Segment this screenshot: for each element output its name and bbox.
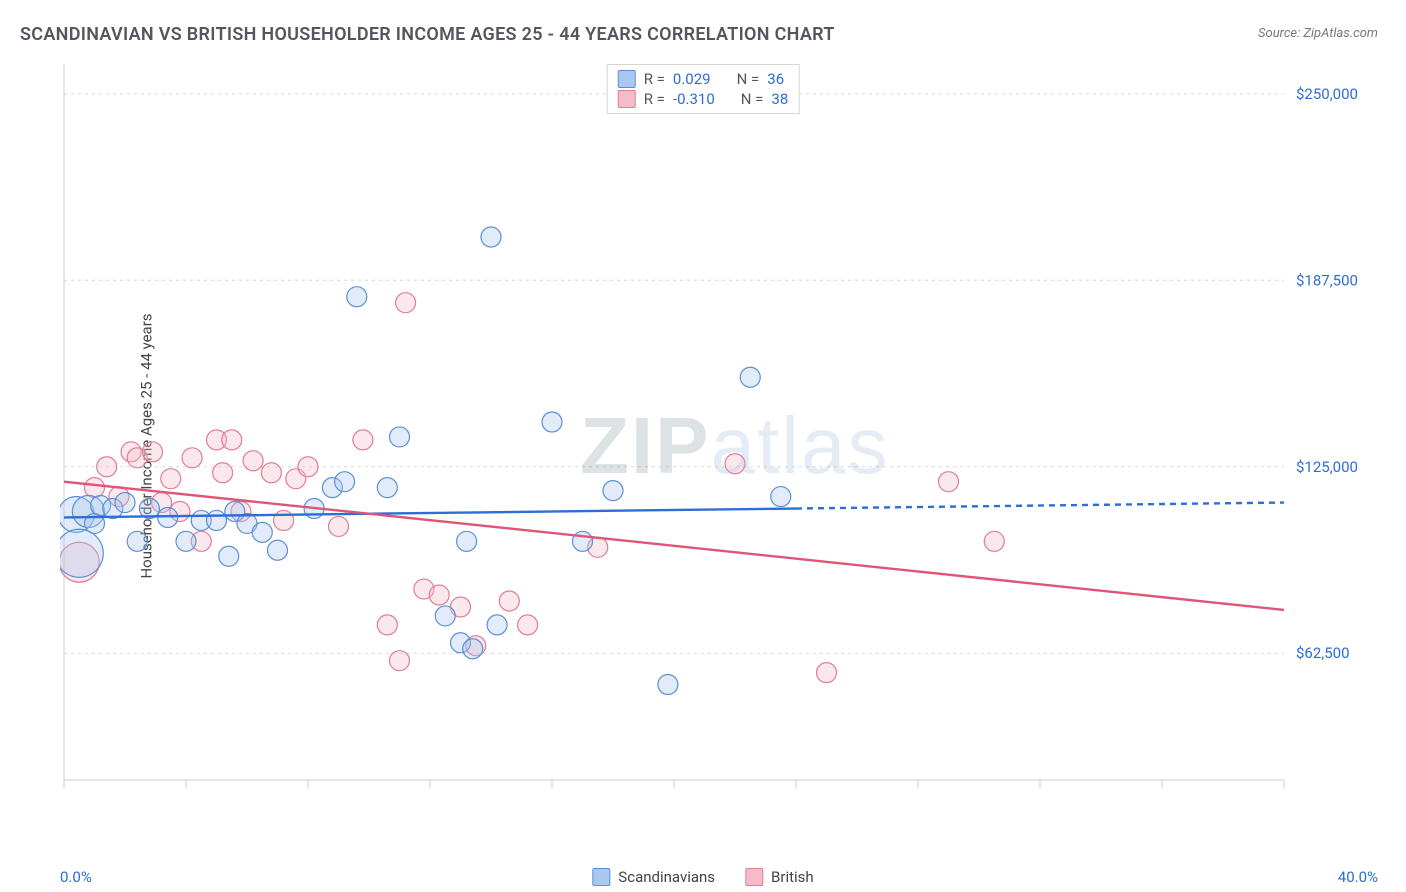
scatter-point-british	[518, 615, 538, 635]
swatch-british	[618, 90, 636, 108]
scatter-point-scandinavians	[60, 529, 103, 577]
scatter-point-british	[329, 516, 349, 536]
scatter-point-scandinavians	[457, 531, 477, 551]
legend-label-scandinavians: Scandinavians	[618, 868, 715, 886]
x-axis-min: 0.0%	[60, 868, 92, 886]
scatter-point-british	[377, 615, 397, 635]
scatter-point-british	[243, 451, 263, 471]
scatter-point-british	[984, 531, 1004, 551]
scatter-point-british	[396, 293, 416, 313]
scatter-point-british	[85, 478, 105, 498]
scatter-point-british	[353, 430, 373, 450]
n-value-british: 38	[771, 90, 788, 108]
scatter-point-scandinavians	[603, 481, 623, 501]
n-label: N =	[741, 90, 764, 108]
chart-title: SCANDINAVIAN VS BRITISH HOUSEHOLDER INCO…	[20, 24, 835, 45]
scatter-point-scandinavians	[463, 639, 483, 659]
scatter-point-british	[390, 651, 410, 671]
n-value-scandinavians: 36	[767, 70, 784, 88]
scatter-point-british	[499, 591, 519, 611]
scatter-point-scandinavians	[542, 412, 562, 432]
n-label: N =	[737, 70, 760, 88]
swatch-scandinavians	[618, 70, 636, 88]
scatter-point-scandinavians	[207, 510, 227, 530]
scatter-point-british	[161, 469, 181, 489]
scatter-point-scandinavians	[377, 478, 397, 498]
y-tick-label: $125,000	[1296, 458, 1358, 476]
scatter-point-british	[939, 472, 959, 492]
swatch-scandinavians	[592, 868, 610, 886]
legend-item-scandinavians: Scandinavians	[592, 868, 715, 886]
y-tick-label: $187,500	[1296, 271, 1358, 289]
correlation-legend: R = 0.029 N = 36 R = -0.310 N = 38	[607, 64, 800, 114]
scatter-point-scandinavians	[347, 287, 367, 307]
legend-item-british: British	[745, 868, 814, 886]
scatter-point-scandinavians	[252, 522, 272, 542]
legend-row-scandinavians: R = 0.029 N = 36	[618, 69, 789, 89]
scatter-point-scandinavians	[435, 606, 455, 626]
scatter-point-scandinavians	[176, 531, 196, 551]
scatter-point-scandinavians	[335, 472, 355, 492]
scatter-point-british	[274, 510, 294, 530]
scatter-point-british	[97, 457, 117, 477]
scatter-point-british	[298, 457, 318, 477]
scatter-point-scandinavians	[487, 615, 507, 635]
scatter-point-scandinavians	[219, 546, 239, 566]
scatter-point-british	[142, 442, 162, 462]
series-legend: Scandinavians British	[592, 868, 813, 886]
scatter-point-british	[261, 463, 281, 483]
scatter-point-scandinavians	[268, 540, 288, 560]
scatter-point-british	[213, 463, 233, 483]
scatter-point-british	[725, 454, 745, 474]
scatter-point-british	[429, 585, 449, 605]
scatter-point-british	[817, 663, 837, 683]
y-tick-label: $62,500	[1296, 644, 1350, 662]
trend-line-british	[64, 482, 1284, 610]
trend-line-dashed-scandinavians	[796, 503, 1284, 509]
scatter-point-british	[222, 430, 242, 450]
source-attribution: Source: ZipAtlas.com	[1258, 26, 1378, 41]
legend-label-british: British	[771, 868, 814, 886]
r-value-scandinavians: 0.029	[673, 70, 711, 88]
swatch-british	[745, 868, 763, 886]
r-label: R =	[644, 90, 665, 108]
r-value-british: -0.310	[673, 90, 715, 108]
scatter-point-scandinavians	[771, 487, 791, 507]
scatter-point-scandinavians	[127, 531, 147, 551]
r-label: R =	[644, 70, 665, 88]
scatter-point-scandinavians	[658, 675, 678, 695]
scatter-point-scandinavians	[390, 427, 410, 447]
scatter-point-scandinavians	[481, 227, 501, 247]
legend-row-british: R = -0.310 N = 38	[618, 89, 789, 109]
scatter-point-british	[182, 448, 202, 468]
y-tick-label: $250,000	[1296, 85, 1358, 103]
x-axis-max: 40.0%	[1338, 868, 1378, 886]
scatter-point-scandinavians	[740, 367, 760, 387]
scatter-plot: $62,500 $125,000 $187,500 $250,000	[60, 60, 1380, 820]
scatter-point-scandinavians	[115, 493, 135, 513]
